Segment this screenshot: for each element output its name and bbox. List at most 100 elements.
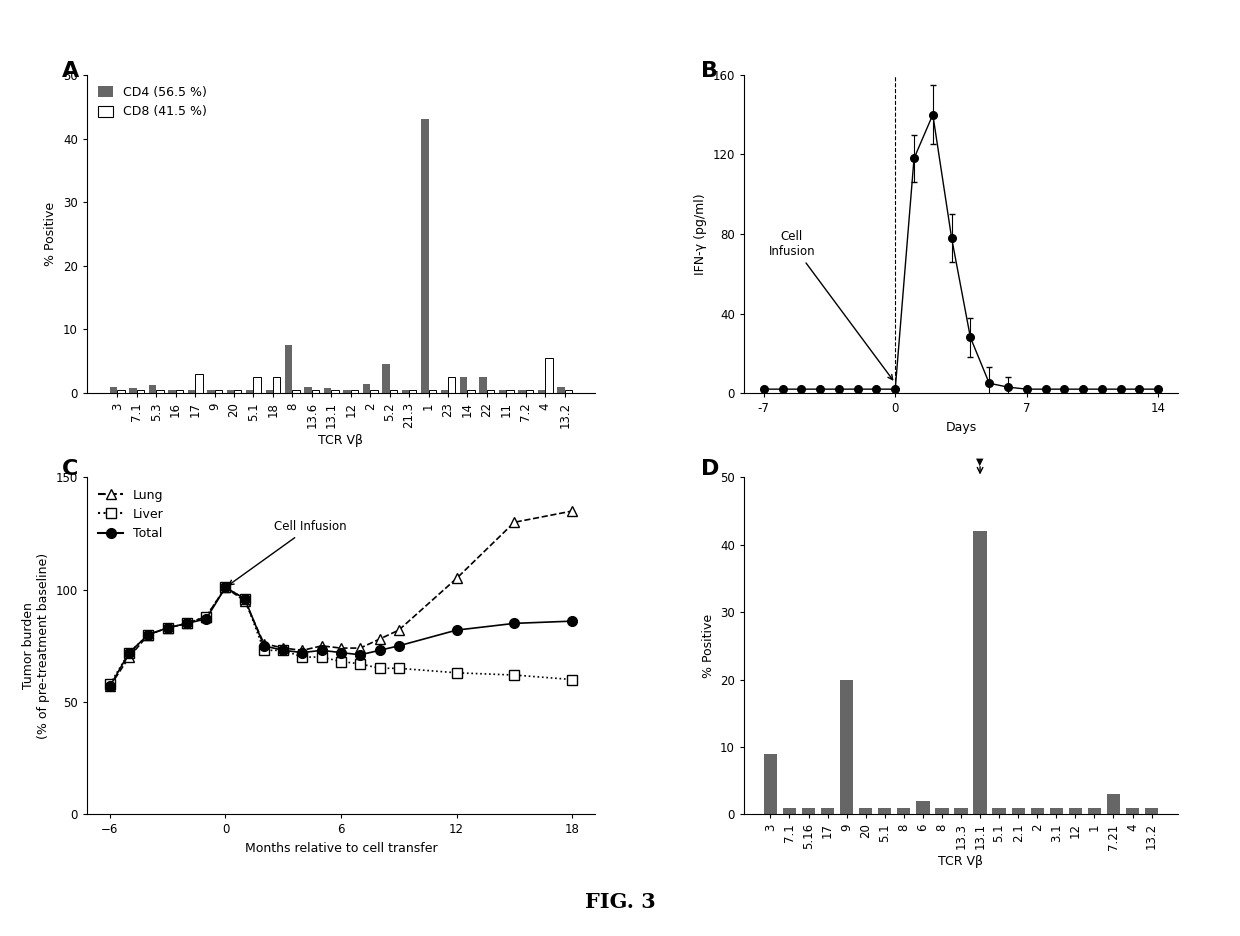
Bar: [149, 386, 156, 393]
Bar: [389, 390, 397, 393]
Bar: [1069, 808, 1083, 814]
Bar: [448, 377, 455, 393]
Bar: [311, 390, 319, 393]
Text: D: D: [701, 459, 719, 478]
Liver: [314, 651, 329, 663]
Bar: [343, 390, 351, 393]
Lung: [122, 651, 136, 663]
Liver: [392, 663, 407, 674]
Y-axis label: % Positive: % Positive: [702, 614, 714, 678]
Bar: [1030, 808, 1044, 814]
Total: [180, 618, 195, 629]
Lung: [218, 582, 233, 593]
Lung: [507, 517, 522, 528]
Liver: [334, 656, 348, 667]
Bar: [136, 390, 144, 393]
Bar: [293, 390, 300, 393]
Y-axis label: IFN-γ (pg/ml): IFN-γ (pg/ml): [694, 193, 707, 275]
Bar: [538, 390, 546, 393]
Lung: [198, 611, 213, 622]
Total: [314, 645, 329, 656]
Lung: [237, 595, 252, 607]
Text: Cell
Infusion: Cell Infusion: [769, 230, 893, 380]
Lung: [353, 642, 368, 653]
X-axis label: TCR Vβ: TCR Vβ: [319, 433, 363, 446]
Bar: [273, 377, 280, 393]
Bar: [518, 390, 526, 393]
Lung: [275, 642, 290, 653]
Liver: [257, 645, 272, 656]
Text: ▼: ▼: [976, 458, 983, 467]
Liver: [237, 593, 252, 605]
Text: FIG. 3: FIG. 3: [584, 892, 656, 912]
Text: A: A: [62, 61, 79, 80]
Liver: [564, 674, 579, 685]
Text: C: C: [62, 459, 78, 478]
Bar: [498, 390, 506, 393]
Bar: [285, 345, 293, 393]
Bar: [839, 680, 853, 814]
Text: Cell Infusion: Cell Infusion: [229, 520, 346, 585]
Liver: [275, 645, 290, 656]
Bar: [265, 390, 273, 393]
Total: [141, 629, 156, 640]
Total: [372, 645, 387, 656]
Line: Lung: Lung: [105, 506, 577, 691]
Lung: [103, 680, 118, 692]
Lung: [564, 505, 579, 517]
Liver: [295, 651, 310, 663]
X-axis label: TCR Vβ: TCR Vβ: [939, 856, 983, 869]
Bar: [557, 387, 564, 393]
Bar: [234, 390, 242, 393]
Bar: [467, 390, 475, 393]
Bar: [207, 390, 215, 393]
Bar: [351, 390, 358, 393]
Bar: [480, 377, 487, 393]
Bar: [305, 387, 311, 393]
X-axis label: Days: Days: [945, 420, 977, 433]
Bar: [821, 808, 835, 814]
Bar: [253, 377, 260, 393]
Lung: [295, 645, 310, 656]
Bar: [878, 808, 892, 814]
Bar: [169, 390, 176, 393]
Total: [103, 680, 118, 692]
Bar: [215, 390, 222, 393]
Total: [353, 650, 368, 661]
Total: [198, 613, 213, 624]
Bar: [1049, 808, 1063, 814]
Bar: [487, 390, 495, 393]
Lung: [180, 618, 195, 629]
Total: [392, 640, 407, 651]
Bar: [382, 364, 389, 393]
Liver: [507, 669, 522, 680]
Liver: [372, 663, 387, 674]
Bar: [176, 390, 184, 393]
Bar: [363, 384, 371, 393]
Lung: [449, 573, 464, 584]
Bar: [1087, 808, 1101, 814]
Total: [257, 640, 272, 651]
Bar: [110, 387, 118, 393]
Y-axis label: Tumor burden
(% of pre-treatment baseline): Tumor burden (% of pre-treatment baselin…: [22, 553, 50, 739]
Bar: [782, 808, 796, 814]
Total: [507, 618, 522, 629]
Bar: [546, 358, 553, 393]
Liver: [218, 582, 233, 593]
Bar: [402, 390, 409, 393]
Legend: CD4 (56.5 %), CD8 (41.5 %): CD4 (56.5 %), CD8 (41.5 %): [93, 81, 212, 124]
Liver: [160, 622, 175, 634]
Total: [275, 645, 290, 656]
Bar: [955, 808, 967, 814]
Bar: [898, 808, 910, 814]
Bar: [118, 390, 125, 393]
X-axis label: Months relative to cell transfer: Months relative to cell transfer: [244, 841, 438, 855]
Lung: [334, 642, 348, 653]
Bar: [440, 390, 448, 393]
Liver: [353, 658, 368, 669]
Bar: [331, 390, 339, 393]
Bar: [506, 390, 513, 393]
Total: [237, 593, 252, 605]
Liver: [198, 611, 213, 622]
Legend: Lung, Liver, Total: Lung, Liver, Total: [93, 484, 169, 545]
